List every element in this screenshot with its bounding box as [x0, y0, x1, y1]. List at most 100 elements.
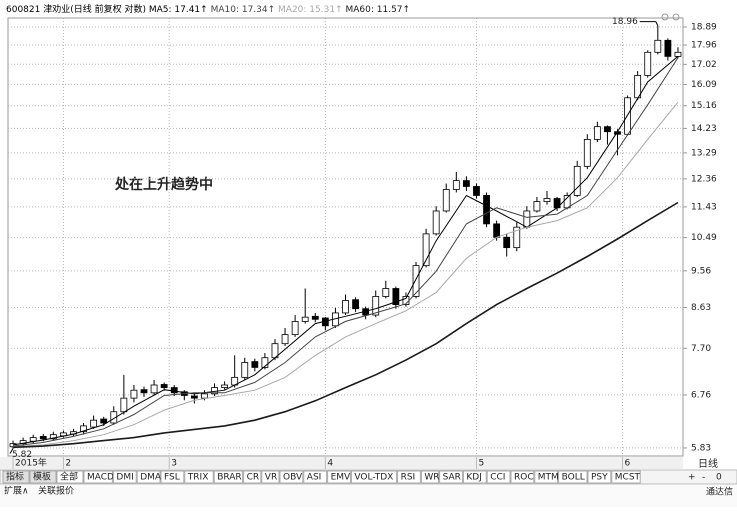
indicator-tab-label: TRIX	[187, 473, 209, 483]
candle-body	[493, 223, 501, 238]
indicator-tab[interactable]	[261, 470, 280, 484]
y-tick-label: 15.16	[691, 101, 717, 111]
candle-body	[281, 334, 289, 345]
indicator-tab[interactable]	[279, 470, 304, 484]
zoom-control[interactable]: -	[702, 473, 705, 483]
indicator-tab-label: RSI	[401, 473, 416, 483]
candle-body	[100, 418, 108, 424]
indicator-tab[interactable]	[350, 470, 398, 484]
y-tick-label: 17.02	[691, 60, 717, 70]
indicator-tab[interactable]	[420, 470, 440, 484]
indicator-tab[interactable]	[243, 470, 262, 484]
ma-line	[12, 57, 679, 447]
candle-body	[462, 180, 470, 187]
candle-body	[382, 288, 390, 297]
indicator-tab-label: VOL-TDX	[354, 473, 393, 483]
indicator-tab[interactable]	[439, 470, 463, 484]
high-pointer	[655, 21, 659, 26]
status-button[interactable]: 扩展∧	[4, 485, 29, 497]
legend-entry: MA10: 17.34↑	[211, 5, 276, 15]
indicator-tab-label: KDJ	[466, 473, 482, 483]
y-tick-label: 10.49	[691, 233, 717, 243]
y-tick-label: 11.43	[691, 202, 717, 212]
low-label: 5.82	[12, 450, 32, 460]
indicator-tab[interactable]	[462, 470, 487, 484]
indicator-tab[interactable]	[29, 470, 57, 484]
status-bar	[0, 485, 737, 507]
zoom-control[interactable]: 0	[716, 473, 722, 483]
indicator-tab-label: 全部	[60, 471, 78, 483]
indicator-tab[interactable]	[303, 470, 328, 484]
legend-entry: MA5: 17.41↑	[149, 5, 208, 15]
candle-body	[311, 315, 319, 320]
icon[interactable]	[661, 13, 669, 21]
indicator-tab[interactable]	[2, 470, 30, 484]
candle-body	[291, 321, 299, 336]
candle-body	[644, 51, 652, 76]
indicator-tab-label: SAR	[443, 473, 461, 483]
indicator-tab-label: BRAR	[217, 473, 241, 483]
ma-line	[12, 101, 679, 448]
candle-body	[29, 437, 37, 442]
indicator-tab-label: EMV	[331, 473, 351, 483]
candle-body	[80, 425, 87, 433]
candle-body	[342, 300, 349, 314]
candle-body	[241, 362, 249, 378]
candle-body	[301, 316, 309, 322]
candle-body	[432, 210, 440, 235]
indicator-tab[interactable]	[136, 470, 161, 484]
indicator-tab-label: DMA	[140, 473, 162, 483]
candle-body	[352, 299, 359, 310]
chart-header: 600821 津劝业(日线 前复权 对数) MA5: 17.41↑ MA10: …	[6, 3, 410, 15]
indicator-tab[interactable]	[184, 470, 214, 484]
indicator-tab[interactable]	[112, 470, 137, 484]
indicator-tab[interactable]	[160, 470, 185, 484]
candle-body	[160, 384, 168, 388]
candle-body	[251, 361, 259, 368]
indicator-tab[interactable]	[558, 470, 588, 484]
candle-body	[130, 389, 138, 399]
candle-body	[170, 387, 178, 394]
indicator-tab[interactable]	[587, 470, 612, 484]
candle-body	[392, 288, 400, 305]
indicator-tab[interactable]	[56, 470, 84, 484]
indicator-tab[interactable]	[486, 470, 511, 484]
candle-body	[573, 165, 581, 196]
x-axis-band	[0, 457, 683, 469]
indicator-tab-label: 模板	[33, 471, 51, 483]
icon[interactable]	[672, 13, 680, 21]
candle-body	[422, 233, 430, 267]
candle-body	[412, 265, 420, 297]
candle-body	[190, 395, 198, 399]
indicator-tab-label: FSL	[164, 473, 180, 483]
indicator-tab-label: 指标	[6, 471, 24, 483]
candle-body	[120, 397, 128, 413]
indicator-tab-label: DMI	[116, 473, 133, 483]
indicator-tab[interactable]	[83, 470, 113, 484]
indicator-tab-label: ASI	[307, 473, 322, 483]
candle-body	[110, 411, 118, 424]
candle-body	[140, 389, 148, 394]
candle-body	[593, 126, 601, 140]
low-pointer	[9, 448, 14, 454]
candle-body	[452, 180, 460, 190]
zoom-control[interactable]: +	[688, 473, 696, 483]
candle-body	[201, 393, 208, 399]
indicator-tab[interactable]	[611, 470, 641, 484]
indicator-tab[interactable]	[397, 470, 421, 484]
candle-body	[664, 39, 672, 57]
ma-line	[12, 201, 679, 449]
indicator-tab[interactable]	[213, 470, 244, 484]
indicator-tab[interactable]	[510, 470, 535, 484]
indicator-tab[interactable]	[534, 470, 559, 484]
candle-body	[372, 296, 380, 316]
indicator-tab[interactable]	[327, 470, 351, 484]
x-tick-label: 2015年	[15, 457, 47, 469]
x-tick-label: 4	[327, 459, 333, 469]
y-tick-label: 8.63	[691, 303, 711, 313]
ma-line	[12, 55, 679, 446]
candle-body	[49, 434, 57, 440]
status-button[interactable]: 关联报价	[38, 485, 74, 497]
indicator-tab-label: CCI	[490, 473, 505, 483]
